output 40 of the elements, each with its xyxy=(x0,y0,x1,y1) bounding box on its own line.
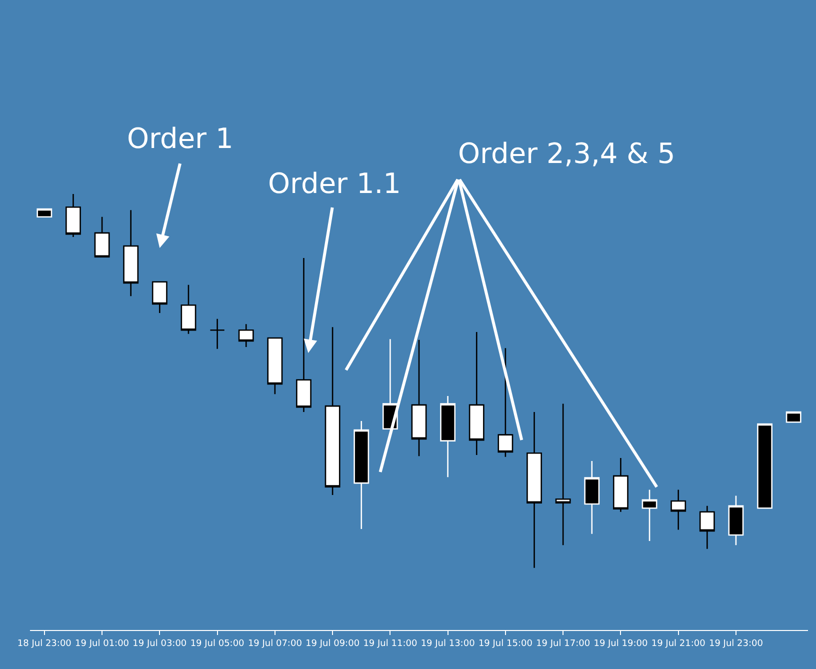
x-tick-label: 18 Jul 23:00 xyxy=(17,638,72,649)
x-tick-label: 19 Jul 21:00 xyxy=(651,638,706,649)
x-tick-label: 19 Jul 17:00 xyxy=(536,638,590,649)
x-tick-label: 19 Jul 09:00 xyxy=(306,638,360,649)
x-tick-label: 19 Jul 01:00 xyxy=(75,638,130,649)
candlestick xyxy=(757,423,772,509)
candlestick xyxy=(94,216,110,258)
x-tick-label: 19 Jul 11:00 xyxy=(363,638,418,649)
x-tick-label: 19 Jul 19:00 xyxy=(594,638,648,649)
x-tick-label: 19 Jul 23:00 xyxy=(708,638,764,649)
candlestick xyxy=(66,193,81,238)
text: Order 1 xyxy=(127,122,234,155)
x-tick-label: 19 Jul 05:00 xyxy=(190,638,245,649)
candlestick xyxy=(238,324,254,348)
candlestick xyxy=(699,505,715,550)
candlestick xyxy=(468,331,484,456)
text: Order 2,3,4 & 5 xyxy=(458,137,676,170)
candlestick xyxy=(152,281,168,314)
candlestick xyxy=(354,420,370,530)
x-tick-label: 19 Jul 07:00 xyxy=(248,638,302,649)
x-tick-label: 19 Jul 13:00 xyxy=(420,638,476,649)
candlestick xyxy=(642,489,658,542)
candlestick xyxy=(555,403,571,546)
candlestick xyxy=(670,489,686,530)
candlestick xyxy=(36,208,52,218)
candlestick xyxy=(612,457,628,512)
candlestick xyxy=(267,337,283,395)
x-tick-label: 19 Jul 03:00 xyxy=(132,638,187,649)
candlestick xyxy=(123,209,139,297)
candlestick xyxy=(584,460,600,535)
candlestick xyxy=(440,395,456,478)
candlestick xyxy=(526,411,542,569)
candlestick xyxy=(180,284,196,335)
candlestick xyxy=(411,339,427,457)
candlestick xyxy=(786,411,802,423)
candlestick xyxy=(324,326,340,496)
candlestick xyxy=(728,495,744,546)
x-tick-label: 19 Jul 15:00 xyxy=(478,638,533,649)
annotation: Order 1.1 xyxy=(268,167,401,200)
candlestick xyxy=(210,318,226,350)
